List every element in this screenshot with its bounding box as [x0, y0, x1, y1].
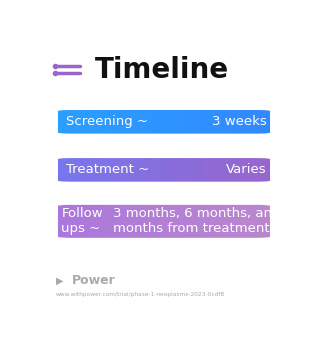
- Text: 3 weeks: 3 weeks: [212, 115, 267, 128]
- Text: ▶: ▶: [56, 276, 64, 286]
- Text: Power: Power: [72, 274, 116, 287]
- Text: Follow
ups ~: Follow ups ~: [61, 207, 103, 235]
- Text: 3 months, 6 months, and 12
months from treatment: 3 months, 6 months, and 12 months from t…: [113, 207, 301, 235]
- Text: Varies: Varies: [226, 163, 267, 176]
- Text: Timeline: Timeline: [95, 56, 229, 84]
- Text: Treatment ~: Treatment ~: [66, 163, 149, 176]
- Text: www.withpower.com/trial/phase-1-neoplasms-2023-0cdf8: www.withpower.com/trial/phase-1-neoplasm…: [56, 291, 225, 297]
- Text: Screening ~: Screening ~: [66, 115, 148, 128]
